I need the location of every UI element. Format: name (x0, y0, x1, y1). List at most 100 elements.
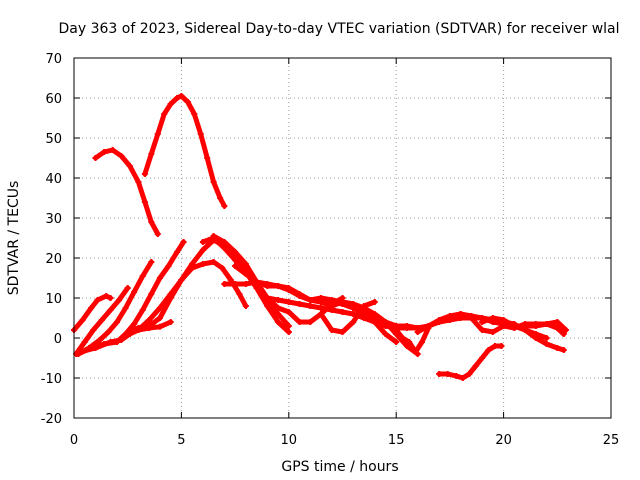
series-line (436, 343, 504, 381)
x-tick-label: 0 (70, 433, 78, 448)
data-point (90, 327, 97, 333)
data-point (307, 297, 314, 303)
data-point (107, 295, 114, 301)
series-arc-1 (92, 147, 161, 237)
data-point (94, 297, 101, 303)
data-point (328, 307, 335, 313)
data-series (71, 93, 569, 381)
x-axis-label: GPS time / hours (281, 459, 398, 475)
data-point (412, 349, 419, 355)
data-point (459, 375, 466, 381)
data-point (165, 263, 172, 269)
data-point (154, 231, 161, 237)
data-point (219, 265, 226, 271)
data-point (360, 315, 367, 321)
data-point (101, 149, 108, 155)
data-point (479, 355, 486, 361)
data-point (148, 219, 155, 225)
y-tick-label: 30 (45, 212, 62, 227)
data-point (371, 315, 378, 321)
data-point (79, 317, 86, 323)
grid-lines (74, 58, 611, 418)
series-arc-21 (479, 315, 550, 341)
data-point (178, 93, 185, 99)
data-point (232, 257, 239, 263)
data-point (105, 329, 112, 335)
data-point (81, 339, 88, 345)
data-point (479, 319, 486, 325)
series-arc-2 (141, 93, 228, 209)
data-point (436, 371, 443, 377)
data-point (350, 319, 357, 325)
data-point (107, 339, 114, 345)
data-point (77, 349, 84, 355)
data-point (560, 331, 567, 337)
data-point (167, 295, 174, 301)
series-line (142, 93, 227, 209)
data-point (116, 297, 123, 303)
y-tick-label: 70 (45, 52, 62, 67)
data-point (148, 259, 155, 265)
data-point (399, 335, 406, 341)
data-point (178, 277, 185, 283)
data-point (232, 263, 239, 269)
data-point (285, 309, 292, 315)
data-point (275, 297, 282, 303)
data-point (406, 339, 413, 345)
data-point (371, 299, 378, 305)
data-point (189, 261, 196, 267)
data-point (489, 315, 496, 321)
data-point (217, 195, 224, 201)
series-arc-16 (318, 299, 378, 335)
data-point (328, 327, 335, 333)
data-point (126, 327, 133, 333)
data-point (498, 343, 505, 349)
data-point (492, 343, 499, 349)
data-point (210, 259, 217, 265)
data-point (285, 329, 292, 335)
data-point (264, 303, 271, 309)
data-point (275, 319, 282, 325)
data-point (156, 305, 163, 311)
data-point (414, 329, 421, 335)
data-point (167, 319, 174, 325)
data-point (98, 317, 105, 323)
data-point (167, 101, 174, 107)
data-point (156, 275, 163, 281)
data-point (554, 345, 561, 351)
data-point (318, 305, 325, 311)
y-tick-label: -10 (41, 372, 62, 387)
y-tick-label: 40 (45, 172, 62, 187)
data-point (180, 239, 187, 245)
data-point (253, 279, 260, 285)
data-point (479, 327, 486, 333)
data-point (141, 199, 148, 205)
data-point (197, 131, 204, 137)
data-point (242, 303, 249, 309)
data-point (264, 295, 271, 301)
data-point (232, 281, 239, 287)
data-point (174, 95, 181, 101)
data-point (522, 321, 529, 327)
data-point (221, 281, 228, 287)
data-point (242, 261, 249, 267)
data-point (236, 291, 243, 297)
data-point (522, 327, 529, 333)
data-point (96, 337, 103, 343)
data-point (307, 319, 314, 325)
data-point (543, 341, 550, 347)
data-point (135, 327, 142, 333)
data-point (318, 311, 325, 317)
data-point (242, 281, 249, 287)
y-tick-label: 20 (45, 252, 62, 267)
data-point (275, 283, 282, 289)
data-point (210, 179, 217, 185)
data-point (543, 321, 550, 327)
y-tick-label: 10 (45, 292, 62, 307)
data-point (328, 297, 335, 303)
data-point (109, 147, 116, 153)
data-point (296, 319, 303, 325)
data-point (468, 315, 475, 321)
data-point (107, 307, 114, 313)
